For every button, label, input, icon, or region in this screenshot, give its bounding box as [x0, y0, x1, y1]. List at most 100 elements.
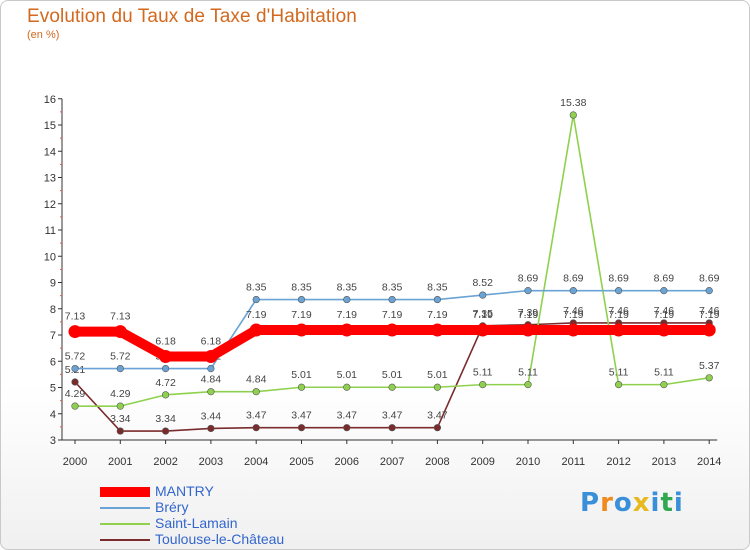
data-point — [252, 388, 260, 396]
data-label: 7.19 — [246, 309, 267, 321]
x-tick-label: 2005 — [289, 456, 313, 468]
legend-label: Bréry — [155, 499, 189, 515]
data-point — [113, 325, 127, 339]
data-label: 7.19 — [518, 309, 539, 321]
data-point — [162, 391, 170, 399]
y-tick-label: 11 — [45, 225, 56, 237]
logo-letter: i — [673, 488, 684, 518]
data-label: 7.39 — [518, 307, 539, 319]
data-point — [705, 287, 713, 295]
data-point — [433, 295, 442, 304]
data-point — [204, 350, 218, 364]
data-point — [343, 383, 351, 391]
x-tick-label: 2013 — [652, 456, 676, 468]
legend-swatch — [100, 507, 150, 509]
data-label: 3.44 — [201, 410, 222, 422]
data-point — [295, 323, 308, 337]
data-label: 5.37 — [699, 360, 720, 372]
y-tick-label: 4 — [50, 409, 56, 421]
data-label: 5.72 — [110, 351, 131, 363]
proxiti-logo: Proxiti — [580, 488, 684, 518]
series-mantry: 7.13 7.13 6.18 6.18 7.19 7.19 7.19 7.19 7.19 7.19… — [65, 309, 720, 364]
data-label: 7.46 — [563, 305, 584, 317]
data-point — [116, 402, 124, 410]
chart-unit: (en %) — [27, 29, 60, 41]
logo-letter: r — [600, 488, 614, 518]
data-label: 7.19 — [291, 309, 312, 321]
data-label: 5.11 — [609, 367, 629, 379]
data-point — [433, 424, 442, 432]
data-label: 7.13 — [110, 311, 131, 323]
data-point — [569, 287, 577, 295]
x-tick-label: 2010 — [516, 456, 540, 468]
data-point — [116, 427, 124, 435]
data-label: 4.84 — [201, 374, 222, 386]
chart-title: Evolution du Taux de Taxe d'Habitation — [27, 6, 357, 27]
data-label: 3.34 — [155, 413, 176, 425]
data-label: 8.69 — [518, 273, 539, 285]
data-point — [524, 381, 532, 389]
data-point — [479, 381, 487, 389]
data-label: 7.35 — [472, 308, 493, 320]
data-label: 8.35 — [291, 282, 312, 294]
data-label: 4.29 — [65, 388, 86, 400]
data-label: 8.35 — [337, 282, 358, 294]
data-label: 7.19 — [382, 309, 403, 321]
data-label: 8.69 — [699, 273, 720, 285]
x-tick-label: 2012 — [606, 456, 630, 468]
logo-letter: t — [660, 488, 674, 518]
data-label: 8.52 — [472, 277, 493, 289]
data-point — [343, 295, 351, 304]
logo-letter: o — [613, 488, 633, 518]
data-label: 15.38 — [560, 97, 586, 109]
data-point — [385, 323, 399, 337]
y-tick-label: 8 — [50, 304, 56, 316]
data-point — [297, 383, 306, 391]
y-tick-label: 9 — [50, 278, 56, 290]
data-point — [159, 350, 173, 364]
data-point — [569, 111, 577, 119]
data-label: 3.47 — [291, 410, 312, 422]
data-point — [252, 424, 260, 432]
x-tick-label: 2008 — [425, 456, 449, 468]
y-tick-label: 16 — [44, 94, 56, 106]
data-label: 5.11 — [473, 367, 493, 379]
data-label: 8.35 — [427, 282, 448, 294]
data-point — [207, 424, 215, 433]
legend-swatch — [100, 523, 150, 525]
data-point — [252, 295, 260, 304]
legend-label: MANTRY — [155, 483, 214, 499]
logo-letter: i — [650, 488, 661, 518]
legend-label: Saint-Lamain — [155, 515, 238, 531]
y-tick-label: 13 — [44, 173, 56, 185]
legend-swatch — [100, 487, 150, 497]
data-point — [71, 378, 79, 386]
data-label: 7.46 — [699, 305, 720, 317]
data-label: 6.18 — [201, 336, 222, 348]
data-point — [207, 388, 215, 396]
data-point — [340, 323, 354, 337]
data-label: 3.47 — [337, 410, 358, 422]
data-point — [614, 287, 623, 295]
y-tick-label: 3 — [50, 435, 56, 447]
data-point — [68, 325, 82, 339]
x-tick-label: 2003 — [199, 456, 223, 468]
data-point — [162, 365, 170, 373]
line-chart: 3 4 5 6 7 8 9 10 11 12 13 14 15 16 2000 2001 2002 2003 200… — [44, 94, 722, 468]
data-label: 3.34 — [110, 413, 131, 425]
data-label: 4.84 — [246, 374, 267, 386]
x-tick-label: 2011 — [561, 456, 585, 468]
data-point — [521, 323, 535, 337]
x-tick-label: 2014 — [697, 456, 721, 468]
data-label: 7.19 — [699, 309, 720, 321]
data-point — [297, 295, 306, 304]
data-label: 5.01 — [337, 369, 358, 381]
data-point — [430, 323, 444, 337]
data-label: 7.19 — [608, 309, 629, 321]
data-point — [614, 381, 623, 389]
data-point — [660, 381, 668, 389]
x-tick-label: 2001 — [108, 456, 132, 468]
data-label: 7.13 — [65, 311, 86, 323]
data-label: 8.69 — [654, 273, 675, 285]
